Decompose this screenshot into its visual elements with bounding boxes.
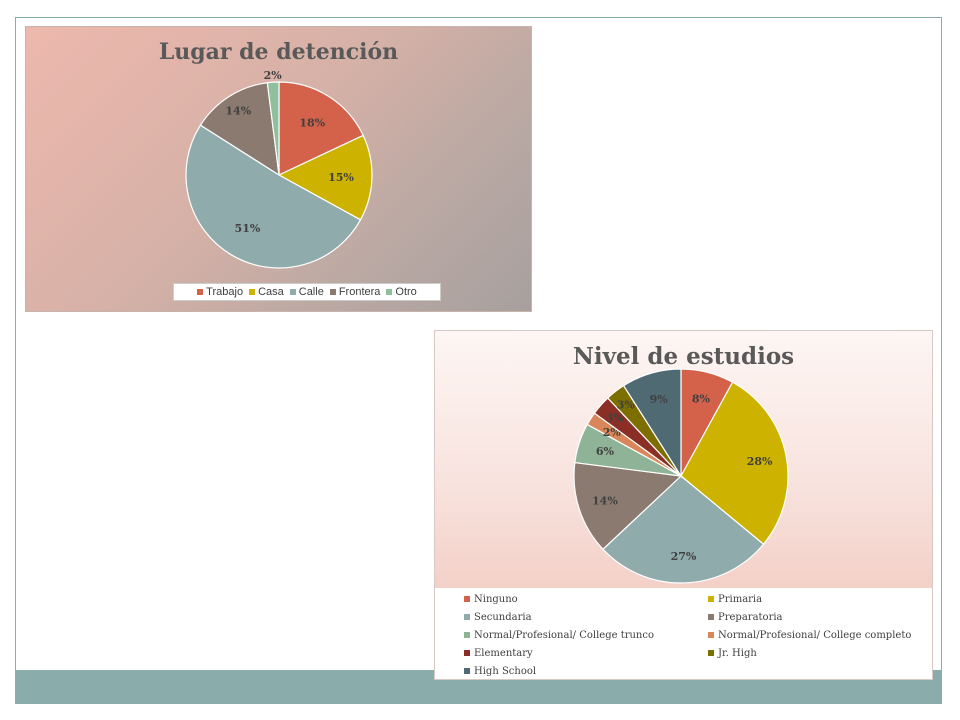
legend-swatch <box>197 289 204 295</box>
legend-label: Calle <box>298 286 324 298</box>
pie-slice-frontera <box>199 82 280 177</box>
chart-lugar-de-detencion: Lugar de detención 18% 15% 51% 14% 2% Trabaj… <box>25 26 532 312</box>
pie-slice-high-school <box>622 368 682 479</box>
pie-slice-calle <box>185 124 362 269</box>
legend-swatch <box>464 632 470 638</box>
legend-item: Casa <box>249 286 284 298</box>
legend-swatch <box>708 632 714 638</box>
chart-title: Lugar de detención <box>158 39 399 65</box>
legend-item: Preparatoria <box>708 608 932 626</box>
chart-legend: Ninguno Primaria Secundaria Preparatoria… <box>435 588 932 679</box>
legend-swatch <box>386 289 393 295</box>
legend-label: High School <box>474 665 537 677</box>
legend-label: Jr. High <box>718 647 757 659</box>
legend-label: Secundaria <box>474 611 532 623</box>
pie-chart-svg: 8%28%27%14%6%2%3%3% 9% <box>573 368 789 584</box>
data-label: 3% <box>606 412 625 425</box>
legend-label: Casa <box>258 286 284 298</box>
legend-item: High School <box>464 662 708 679</box>
legend-swatch <box>464 668 470 674</box>
chart-legend: Trabajo Casa Calle Frontera Otro <box>173 283 441 301</box>
legend-label: Trabajo <box>206 286 244 298</box>
legend-swatch <box>708 596 714 602</box>
data-label: 8% <box>692 392 711 405</box>
data-label: 15% <box>328 171 354 184</box>
chart-title: Nivel de estudios <box>572 343 795 370</box>
data-label: 27% <box>671 550 697 563</box>
legend-item: Primaria <box>708 590 932 608</box>
data-label: 9% <box>650 393 669 406</box>
legend-item: Elementary <box>464 644 708 662</box>
legend-label: Ninguno <box>474 593 518 605</box>
data-label: 51% <box>235 222 261 235</box>
legend-swatch <box>708 614 714 620</box>
data-label: 28% <box>747 455 773 468</box>
pie-chart-svg: 18% 15% 51% 14% 2% <box>185 69 373 269</box>
legend-swatch <box>464 614 470 620</box>
legend-item: Secundaria <box>464 608 708 626</box>
legend-label: Preparatoria <box>718 611 783 623</box>
legend-swatch <box>329 289 336 295</box>
pie-slice-trabajo <box>278 81 364 176</box>
legend-item: Jr. High <box>708 644 932 662</box>
legend-item: Frontera <box>329 286 381 298</box>
legend-swatch <box>289 289 296 295</box>
legend-label: Normal/Profesional/ College completo <box>718 629 912 641</box>
chart-nivel-de-estudios: Nivel de estudios 8% 28% 27% 14% 6% 2% 3% 3% 9% … <box>434 330 933 680</box>
legend-swatch <box>464 596 470 602</box>
pie-slice-casa <box>277 134 373 221</box>
legend-label: Otro <box>395 286 417 298</box>
data-label: 6% <box>596 445 615 458</box>
legend-item: Calle <box>289 286 324 298</box>
legend-swatch <box>249 289 256 295</box>
legend-item: Trabajo <box>197 286 243 298</box>
pie-slice-otro <box>266 81 280 176</box>
data-label: 14% <box>225 105 251 118</box>
legend-label: Primaria <box>718 593 763 605</box>
data-label: 18% <box>299 117 325 130</box>
data-label: 2% <box>264 69 283 82</box>
legend-item: Otro <box>386 286 417 298</box>
legend-item: Normal/Profesional/ College trunco <box>464 626 708 644</box>
pie-slice-primaria <box>680 381 789 546</box>
legend-label: Elementary <box>474 647 533 659</box>
legend-swatch <box>464 650 470 656</box>
legend-item: Normal/Profesional/ College completo <box>708 626 932 644</box>
pie-slice-secundaria <box>602 475 765 584</box>
legend-item: Ninguno <box>464 590 708 608</box>
pie-slice-preparatoria <box>573 461 683 551</box>
data-label: 14% <box>592 495 618 508</box>
data-label: 3% <box>617 399 636 412</box>
legend-label: Frontera <box>338 286 381 298</box>
legend-swatch <box>708 650 714 656</box>
legend-label: Normal/Profesional/ College trunco <box>474 629 654 641</box>
